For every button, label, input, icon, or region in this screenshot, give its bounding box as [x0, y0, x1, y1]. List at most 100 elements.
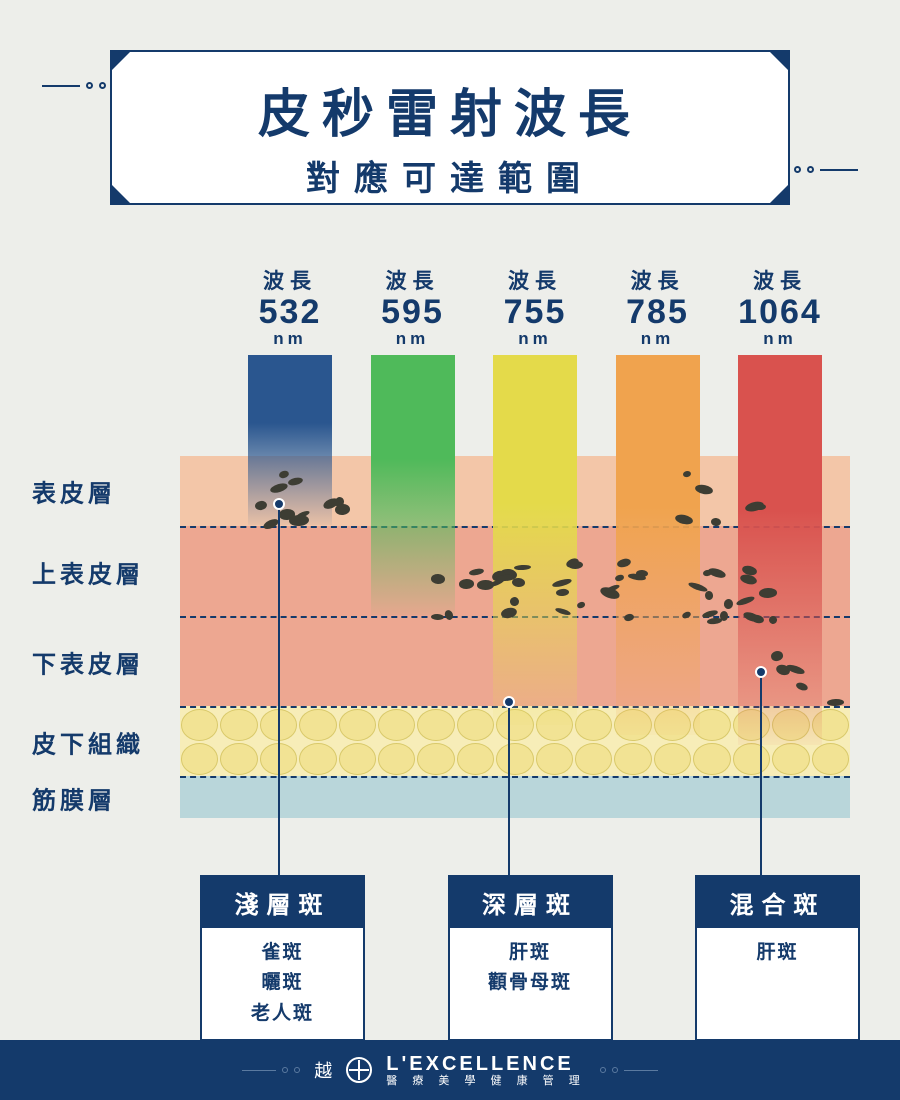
- callout-row: 淺層斑雀斑曬斑老人斑深層斑肝斑顴骨母斑混合斑肝斑: [200, 875, 860, 1041]
- title-sub: 對應可達範圍: [112, 151, 788, 200]
- skin-layer: 皮下組織: [180, 706, 850, 776]
- wavelength-unit: nm: [363, 329, 463, 349]
- corner-decor: [768, 183, 790, 205]
- callout-box: 混合斑肝斑: [695, 875, 860, 1041]
- wavelength-unit: nm: [608, 329, 708, 349]
- pigment-spot: [500, 606, 518, 619]
- footer-tagline: 醫 療 美 學 健 康 管 理: [386, 1075, 585, 1087]
- skin-layer-label: 上表皮層: [32, 555, 172, 590]
- callout-head: 淺層斑: [202, 877, 363, 928]
- wavelength-label: 波長: [485, 265, 585, 295]
- footer-decor-right: [600, 1067, 658, 1073]
- corner-decor: [110, 183, 132, 205]
- pigment-spot: [768, 615, 778, 625]
- pigment-spot: [759, 588, 778, 599]
- title-main: 皮秒雷射波長: [112, 52, 788, 147]
- wavelength-header: 波長595nm: [363, 265, 463, 349]
- pigment-spot: [288, 515, 308, 527]
- pigment-spot: [827, 699, 844, 706]
- title-panel: 皮秒雷射波長 對應可達範圍: [110, 50, 790, 205]
- pigment-cluster: [250, 470, 360, 550]
- callout-leader: [760, 672, 762, 875]
- callout-leader: [508, 702, 510, 875]
- pigment-spot: [514, 565, 531, 571]
- skin-layer-label: 筋膜層: [32, 781, 172, 816]
- pigment-spot: [278, 470, 289, 480]
- pigment-spot: [551, 578, 572, 589]
- wavelength-value: 595: [363, 295, 463, 329]
- pigment-spot: [431, 574, 446, 585]
- pigment-spot: [555, 606, 571, 616]
- footer: 越 L'EXCELLENCE 醫 療 美 學 健 康 管 理: [0, 1040, 900, 1100]
- wavelength-label: 波長: [608, 265, 708, 295]
- pigment-spot: [786, 663, 807, 676]
- wavelength-header: 波長532nm: [240, 265, 340, 349]
- pigment-spot: [443, 608, 454, 621]
- pigment-cluster: [770, 640, 880, 720]
- callout-leader: [278, 504, 280, 875]
- leader-node: [273, 498, 285, 510]
- decor-dots-left: [42, 82, 106, 89]
- callout-body: 肝斑顴骨母斑: [450, 928, 611, 1009]
- pigment-spot: [739, 573, 758, 586]
- corner-decor: [768, 50, 790, 72]
- pigment-spot: [723, 598, 733, 609]
- pigment-spot: [509, 596, 520, 607]
- pigment-spot: [711, 518, 722, 527]
- pigment-spot: [735, 595, 755, 607]
- decor-dots-right: [794, 166, 858, 173]
- wavelength-label: 波長: [730, 265, 830, 295]
- callout-box: 淺層斑雀斑曬斑老人斑: [200, 875, 365, 1041]
- wavelength-value: 755: [485, 295, 585, 329]
- pigment-spot: [617, 557, 633, 569]
- wavelength-unit: nm: [240, 329, 340, 349]
- callout-box: 深層斑肝斑顴骨母斑: [448, 875, 613, 1041]
- skin-layer-label: 皮下組織: [32, 725, 172, 760]
- brand-logo-icon: [346, 1057, 372, 1083]
- wavelength-value: 785: [608, 295, 708, 329]
- wavelength-label: 波長: [240, 265, 340, 295]
- pigment-spot: [706, 617, 722, 625]
- pigment-cluster: [550, 555, 660, 635]
- footer-brand: L'EXCELLENCE: [386, 1053, 585, 1075]
- pigment-cluster: [430, 555, 540, 635]
- pigment-spot: [431, 613, 444, 620]
- pigment-spot: [468, 568, 484, 577]
- wavelength-value: 532: [240, 295, 340, 329]
- pigment-spot: [770, 650, 784, 662]
- callout-head: 深層斑: [450, 877, 611, 928]
- pigment-spot: [577, 601, 587, 609]
- pigment-spot: [270, 482, 290, 495]
- corner-decor: [110, 50, 132, 72]
- pigment-cluster: [680, 560, 790, 640]
- skin-layer: 筋膜層: [180, 776, 850, 818]
- pigment-spot: [459, 578, 475, 588]
- pigment-spot: [287, 477, 303, 487]
- pigment-spot: [683, 470, 693, 478]
- leader-node: [503, 696, 515, 708]
- footer-prefix: 越: [314, 1057, 332, 1083]
- callout-body: 肝斑: [697, 928, 858, 978]
- pigment-spot: [688, 580, 708, 592]
- pigment-spot: [556, 588, 569, 596]
- pigment-spot: [254, 500, 268, 511]
- skin-layer-label: 表皮層: [32, 474, 172, 509]
- leader-node: [755, 666, 767, 678]
- wavelength-header: 波長1064nm: [730, 265, 830, 349]
- pigment-spot: [681, 610, 692, 619]
- pigment-spot: [623, 613, 634, 622]
- footer-text: L'EXCELLENCE 醫 療 美 學 健 康 管 理: [386, 1053, 585, 1087]
- callout-body: 雀斑曬斑老人斑: [202, 928, 363, 1039]
- wavelength-unit: nm: [485, 329, 585, 349]
- wavelength-value: 1064: [730, 295, 830, 329]
- skin-layer-label: 下表皮層: [32, 645, 172, 680]
- pigment-spot: [694, 483, 713, 495]
- footer-decor-left: [242, 1067, 300, 1073]
- callout-head: 混合斑: [697, 877, 858, 928]
- pigment-spot: [674, 513, 694, 526]
- pigment-spot: [615, 574, 625, 582]
- pigment-cluster: [670, 470, 780, 550]
- pigment-spot: [796, 682, 809, 692]
- wavelength-label: 波長: [363, 265, 463, 295]
- wavelength-header-row: 波長532nm波長595nm波長755nm波長785nm波長1064nm: [240, 265, 830, 349]
